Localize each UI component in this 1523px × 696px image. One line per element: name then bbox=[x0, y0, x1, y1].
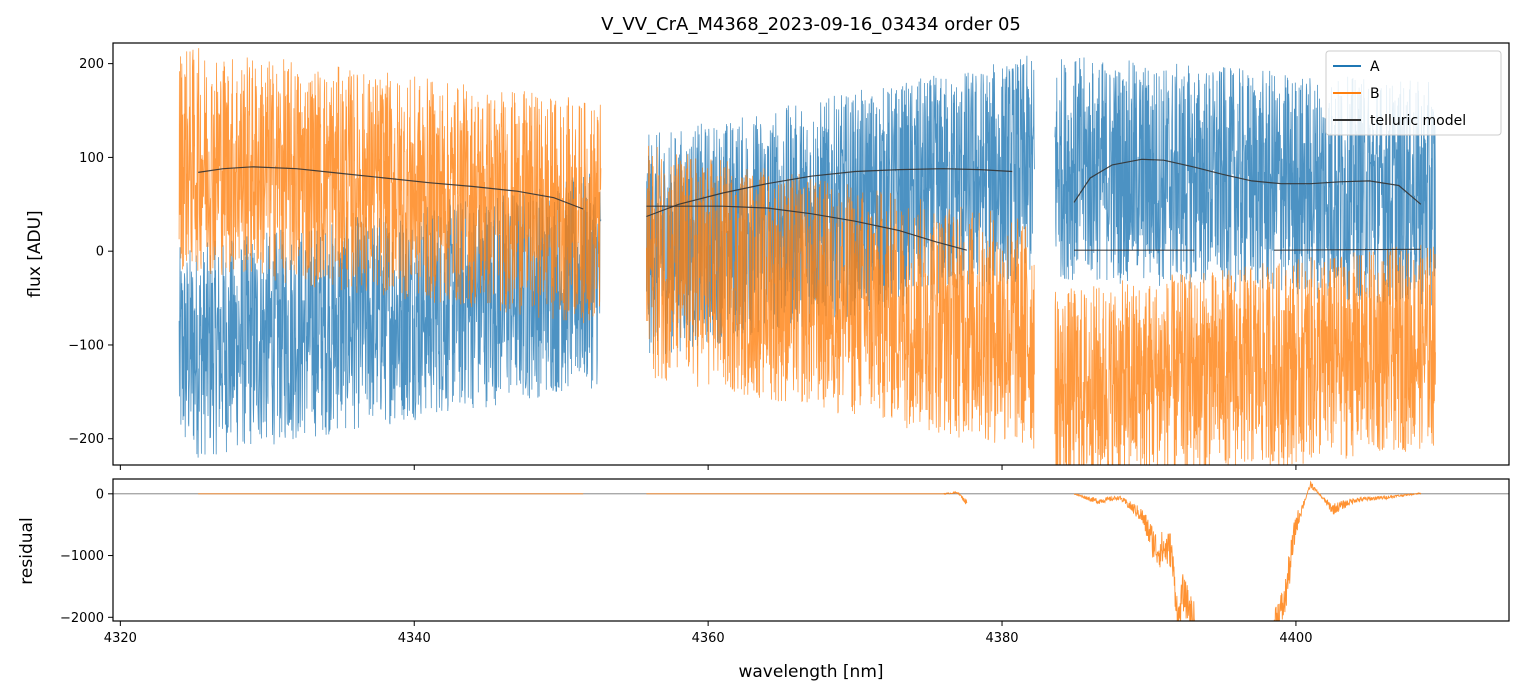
residual-segment-3 bbox=[1073, 493, 1195, 621]
telluric-model-segment-2 bbox=[646, 168, 1013, 218]
residual-segment-2 bbox=[646, 490, 968, 505]
series-a-segment-3 bbox=[1054, 57, 1436, 306]
flux-plot-frame bbox=[112, 42, 1510, 466]
residual-plot-frame bbox=[112, 478, 1510, 622]
flux-plot-data bbox=[178, 48, 1436, 465]
flux-y-tick-label: −100 bbox=[68, 338, 104, 353]
legend-label-telluric: telluric model bbox=[1370, 113, 1466, 129]
telluric-model-segment-4 bbox=[1073, 158, 1422, 205]
residual-y-label: residual bbox=[17, 517, 37, 584]
series-b-segment-3 bbox=[1054, 244, 1436, 465]
flux-y-tick-label: 100 bbox=[79, 151, 104, 166]
residual-axis-ticks: −2000 −1000 0 4320 4340 4360 4380 4400 bbox=[60, 487, 1312, 646]
legend-box bbox=[1325, 50, 1502, 136]
flux-y-tick-label: 0 bbox=[96, 245, 104, 260]
x-axis-label: wavelength [nm] bbox=[738, 662, 883, 682]
series-b-segment-1 bbox=[178, 48, 602, 324]
residual-y-tick-label: 0 bbox=[96, 487, 104, 502]
residual-segment-4 bbox=[1273, 480, 1422, 621]
legend: A B telluric model bbox=[1325, 50, 1502, 136]
residual-plot-data bbox=[113, 480, 1509, 621]
chart-title: V_VV_CrA_M4368_2023-09-16_03434 order 05 bbox=[601, 14, 1021, 35]
x-tick-label: 4400 bbox=[1279, 631, 1312, 646]
x-tick-label: 4340 bbox=[398, 631, 431, 646]
x-tick-label: 4380 bbox=[985, 631, 1018, 646]
flux-y-tick-label: 200 bbox=[79, 57, 104, 72]
flux-y-tick-label: −200 bbox=[68, 432, 104, 447]
residual-y-tick-label: −2000 bbox=[60, 611, 104, 626]
flux-axis-ticks: −200 −100 0 100 200 bbox=[68, 57, 1297, 470]
series-a-segment-2 bbox=[646, 55, 1035, 355]
telluric-model-segment-6 bbox=[1273, 248, 1421, 251]
legend-label-a: A bbox=[1370, 59, 1380, 75]
x-tick-label: 4320 bbox=[104, 631, 137, 646]
flux-y-label: flux [ADU] bbox=[25, 210, 45, 297]
telluric-model-segment-3 bbox=[646, 205, 967, 251]
telluric-model-segment-1 bbox=[198, 166, 584, 210]
residual-y-tick-label: −1000 bbox=[60, 549, 104, 564]
x-tick-label: 4360 bbox=[692, 631, 725, 646]
series-b-segment-2 bbox=[646, 145, 1035, 449]
legend-label-b: B bbox=[1370, 86, 1380, 102]
